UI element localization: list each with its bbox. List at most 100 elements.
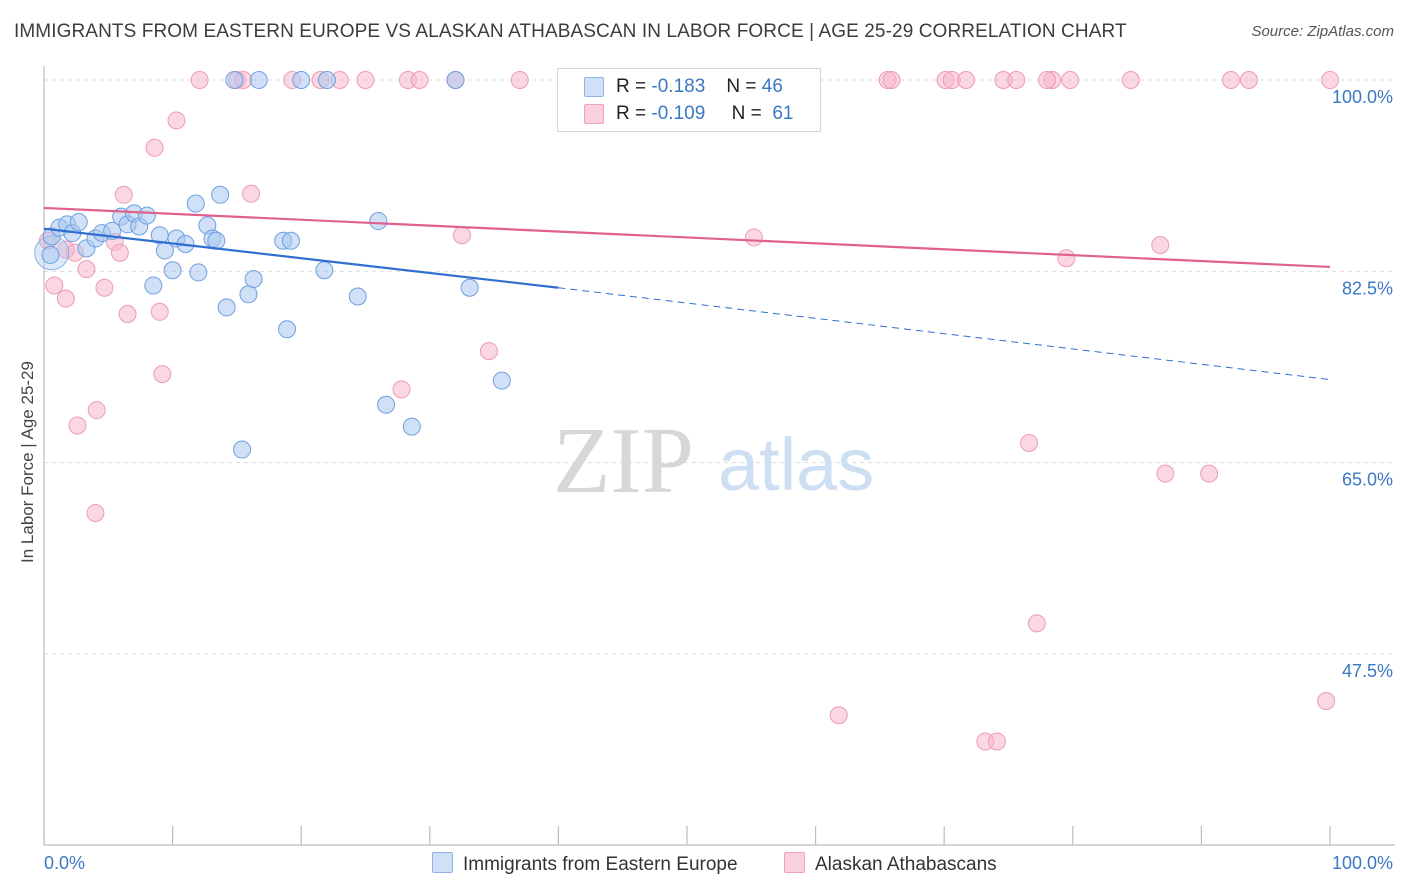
data-point-alaskan-athabascans bbox=[1038, 71, 1057, 89]
data-point-eastern-europe bbox=[244, 269, 263, 288]
x-tick-label: 100.0% bbox=[1332, 853, 1393, 873]
data-point-alaskan-athabascans bbox=[1121, 71, 1140, 89]
data-point-alaskan-athabascans bbox=[68, 416, 87, 435]
chart-title: IMMIGRANTS FROM EASTERN EUROPE VS ALASKA… bbox=[14, 21, 1127, 42]
bottom-legend-label-series1: Immigrants from Eastern Europe bbox=[463, 854, 738, 875]
source-note: Source: ZipAtlas.com bbox=[1251, 23, 1394, 40]
watermark-zip: ZIP bbox=[553, 409, 694, 513]
data-point-alaskan-athabascans bbox=[45, 276, 64, 295]
trend-lines bbox=[43, 206, 1331, 381]
watermark-atlas: atlas bbox=[718, 423, 874, 506]
data-point-eastern-europe bbox=[317, 71, 336, 89]
data-point-alaskan-athabascans bbox=[77, 260, 96, 279]
y-tick-label: 47.5% bbox=[1342, 661, 1393, 681]
y-tick-label: 65.0% bbox=[1342, 470, 1393, 490]
data-point-alaskan-athabascans bbox=[167, 111, 186, 130]
data-point-eastern-europe bbox=[281, 231, 300, 250]
data-point-alaskan-athabascans bbox=[1239, 71, 1258, 89]
data-point-eastern-europe bbox=[211, 185, 230, 204]
tick-labels: 47.5% 65.0% 82.5% 100.0% 0.0% 100.0% bbox=[44, 87, 1393, 873]
data-point-alaskan-athabascans bbox=[1020, 433, 1039, 452]
data-point-alaskan-athabascans bbox=[153, 365, 172, 384]
data-point-eastern-europe bbox=[189, 263, 208, 282]
data-point-alaskan-athabascans bbox=[1321, 71, 1339, 89]
data-point-alaskan-athabascans bbox=[957, 71, 976, 89]
legend-r-value: -0.109 bbox=[651, 103, 706, 124]
legend-r-label: R = bbox=[616, 76, 647, 97]
data-point-alaskan-athabascans bbox=[1200, 464, 1219, 483]
data-point-eastern-europe bbox=[460, 278, 479, 297]
data-point-eastern-europe bbox=[137, 206, 156, 225]
data-point-alaskan-athabascans bbox=[1061, 71, 1080, 89]
axes bbox=[43, 66, 1395, 846]
legend-r-label: R = bbox=[616, 103, 647, 124]
data-point-alaskan-athabascans bbox=[744, 228, 763, 247]
data-point-alaskan-athabascans bbox=[87, 401, 106, 420]
data-point-alaskan-athabascans bbox=[95, 278, 114, 297]
data-point-eastern-europe bbox=[278, 320, 297, 339]
data-point-alaskan-athabascans bbox=[150, 302, 169, 321]
data-point-eastern-europe bbox=[402, 417, 421, 436]
data-point-eastern-europe bbox=[217, 298, 236, 317]
data-point-alaskan-athabascans bbox=[56, 289, 75, 308]
trend-line-eastern-europe bbox=[43, 227, 559, 289]
bottom-legend-series2: Alaskan Athabascans bbox=[784, 852, 997, 876]
data-point-alaskan-athabascans bbox=[1057, 249, 1076, 268]
data-point-alaskan-athabascans bbox=[1317, 692, 1336, 711]
legend-r-value: -0.183 bbox=[651, 76, 706, 97]
legend-n-label: N = bbox=[731, 103, 762, 124]
data-point-alaskan-athabascans bbox=[110, 243, 129, 262]
bottom-legend-swatch-series2 bbox=[784, 852, 805, 873]
data-point-alaskan-athabascans bbox=[452, 226, 471, 245]
data-point-alaskan-athabascans bbox=[190, 71, 209, 89]
data-point-eastern-europe bbox=[69, 213, 88, 232]
legend-swatch-series2 bbox=[584, 104, 604, 124]
bottom-legend-label-series2: Alaskan Athabascans bbox=[815, 854, 997, 875]
data-point-eastern-europe bbox=[348, 287, 367, 306]
data-point-alaskan-athabascans bbox=[987, 732, 1006, 751]
bottom-legend-series1: Immigrants from Eastern Europe bbox=[432, 852, 738, 876]
data-point-eastern-europe bbox=[144, 276, 163, 295]
data-point-eastern-europe bbox=[369, 212, 388, 231]
bottom-legend-swatch-series1 bbox=[432, 852, 453, 873]
data-point-alaskan-athabascans bbox=[1027, 614, 1046, 633]
data-point-alaskan-athabascans bbox=[242, 184, 261, 203]
data-point-alaskan-athabascans bbox=[1151, 236, 1170, 255]
y-axis-label: In Labor Force | Age 25-29 bbox=[18, 361, 37, 563]
series-eastern-europe-points bbox=[34, 71, 511, 459]
y-tick-label: 100.0% bbox=[1332, 87, 1393, 107]
data-point-alaskan-athabascans bbox=[392, 380, 411, 399]
data-point-alaskan-athabascans bbox=[1221, 71, 1240, 89]
data-point-alaskan-athabascans bbox=[1156, 464, 1175, 483]
data-point-alaskan-athabascans bbox=[86, 503, 105, 522]
data-point-eastern-europe bbox=[377, 395, 396, 414]
data-point-eastern-europe bbox=[233, 440, 252, 459]
data-point-alaskan-athabascans bbox=[510, 71, 529, 89]
data-point-alaskan-athabascans bbox=[145, 138, 164, 157]
data-point-eastern-europe bbox=[315, 261, 334, 280]
data-point-eastern-europe bbox=[492, 371, 511, 390]
data-point-alaskan-athabascans bbox=[118, 304, 137, 323]
y-tick-label: 82.5% bbox=[1342, 278, 1393, 298]
data-point-alaskan-athabascans bbox=[829, 706, 848, 725]
data-point-eastern-europe bbox=[186, 194, 205, 213]
data-point-eastern-europe bbox=[292, 71, 311, 89]
data-point-eastern-europe bbox=[446, 71, 465, 89]
trend-line-eastern-europe-extrapolated bbox=[558, 287, 1331, 381]
x-tick-label: 0.0% bbox=[44, 853, 85, 873]
data-point-alaskan-athabascans bbox=[410, 71, 429, 89]
data-point-eastern-europe bbox=[41, 245, 60, 264]
legend-n-value: 61 bbox=[772, 103, 794, 124]
data-point-eastern-europe bbox=[225, 71, 244, 89]
gridlines bbox=[44, 79, 1395, 655]
data-point-alaskan-athabascans bbox=[882, 71, 901, 89]
legend-n-label: N = bbox=[726, 76, 757, 97]
data-point-alaskan-athabascans bbox=[114, 185, 133, 204]
data-point-alaskan-athabascans bbox=[356, 71, 375, 89]
data-point-alaskan-athabascans bbox=[479, 342, 498, 361]
stats-legend: R = -0.183 N = 46 R = -0.109 N = 61 bbox=[557, 68, 821, 132]
legend-n-value: 46 bbox=[761, 76, 783, 97]
data-point-eastern-europe bbox=[163, 261, 182, 280]
legend-swatch-series1 bbox=[584, 77, 604, 97]
data-point-eastern-europe bbox=[239, 285, 258, 304]
